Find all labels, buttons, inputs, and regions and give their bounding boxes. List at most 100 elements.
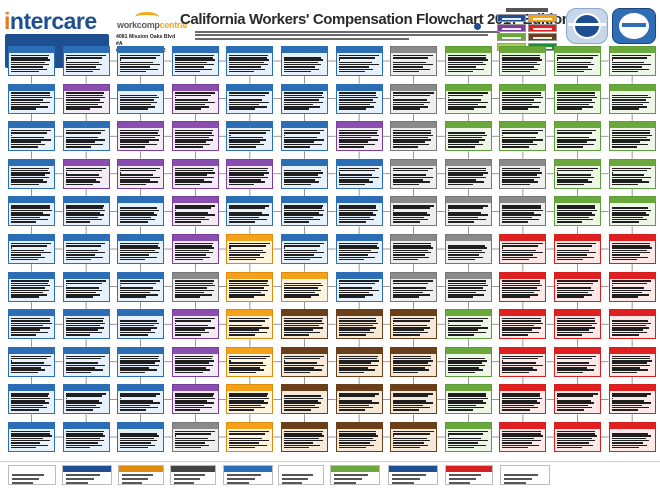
flowchart-step-text-line [284, 367, 314, 369]
flowchart-step-text-line [557, 369, 595, 371]
flowchart-step-text-line [393, 280, 433, 282]
flowchart-step-text-line [174, 331, 210, 334]
flowchart-step-text-line [11, 212, 43, 214]
flowchart-step-text-line [11, 129, 52, 132]
flowchart-step-text-line [611, 355, 651, 358]
flowchart-step-text-line [229, 63, 268, 66]
flowchart-step-text-line [65, 207, 104, 209]
flowchart-step-header [118, 84, 164, 91]
flowchart-step-text-line [557, 146, 583, 148]
flowchart-step-text-line [338, 364, 378, 367]
flowchart-step [499, 46, 547, 76]
flowchart-step-text-line [11, 395, 49, 397]
flowchart-step-text-line [447, 362, 482, 364]
flowchart-step [390, 158, 438, 189]
flowchart-step-text-line [447, 205, 488, 207]
flowchart-step-text-line [338, 176, 379, 179]
flowchart-step-text-line [611, 444, 647, 447]
flowchart-step-text-line [393, 435, 395, 437]
flowchart-step-text-line [11, 294, 47, 296]
flowchart-step-text-line [11, 360, 12, 362]
flowchart-step-text-line [65, 167, 107, 170]
flowchart-step-text-line [393, 139, 432, 141]
flowchart-step-text-line [174, 96, 176, 99]
flowchart-step-text-line [447, 101, 488, 104]
flowchart-step-text-line [174, 176, 214, 179]
flowchart-step-text-line [284, 183, 312, 186]
flowchart-step-text-line [502, 207, 541, 209]
flowchart-step [608, 422, 656, 452]
flowchart-step-text-line [447, 132, 485, 134]
flowchart-step-header [9, 47, 54, 53]
flowchart-step-text-line [174, 355, 213, 358]
flowchart-step-text-line [611, 395, 648, 397]
flowchart-step-text-line [11, 329, 41, 331]
flowchart-step-text-line [120, 256, 157, 259]
flowchart-step [62, 384, 110, 415]
flowchart-step-text-line [557, 96, 597, 99]
flowchart-step-text-line [447, 357, 485, 360]
flowchart-step-text-line [611, 258, 637, 261]
flowchart-step-text-line [611, 254, 641, 256]
flowchart-step-text-line [65, 280, 107, 282]
flowchart-step-text-line [65, 444, 102, 447]
flowchart-step-text-line [447, 256, 484, 259]
flowchart-step-text-line [338, 247, 380, 249]
flowchart-step-text-line [174, 371, 203, 374]
flowchart-step-text-line [338, 172, 340, 174]
flowchart-step-text-line [120, 406, 158, 409]
flowchart-step-text-line [557, 364, 597, 367]
flowchart-step-text-line [174, 139, 213, 141]
flowchart-step-text-line [120, 218, 156, 221]
flowchart-step-text-line [611, 108, 640, 110]
flowchart-step [608, 121, 656, 152]
flowchart-step-text-line [284, 404, 316, 407]
flowchart-step-text-line [338, 136, 371, 139]
flowchart-step-text-line [611, 296, 638, 298]
flowchart-step-text-line [502, 329, 532, 331]
flowchart-step-text-line [393, 364, 432, 367]
flowchart-step-text-line [120, 245, 159, 247]
flowchart-step [444, 422, 492, 452]
flowchart-step-header [555, 84, 600, 91]
flowchart-step-text-line [447, 364, 486, 367]
flowchart-step-text-line [65, 139, 105, 141]
flowchart-step-text-line [284, 205, 323, 207]
flowchart-step-text-line [229, 70, 254, 73]
flowchart-step [499, 121, 547, 152]
flowchart-step-text-line [65, 289, 103, 292]
flowchart-step [171, 46, 219, 76]
flowchart-step-text-line [557, 103, 589, 106]
flowchart-step [8, 234, 55, 264]
flowchart-step-text-line [120, 136, 156, 139]
flowchart-step [335, 309, 383, 340]
flowchart-step-text-line [11, 63, 49, 66]
intercare-logo-text: ntercare [9, 8, 97, 34]
flowchart-step-header [555, 310, 600, 317]
flowchart-step-text-line [65, 291, 97, 294]
flowchart-step-text-line [447, 94, 484, 97]
flowchart-step [335, 158, 383, 189]
flowchart-step-header [118, 235, 164, 241]
flowchart-step-text-line [284, 442, 313, 444]
flowchart-step-text-line [447, 169, 486, 172]
flowchart-step-text-line [502, 334, 528, 336]
flowchart-step-text-line [502, 327, 542, 329]
workcompcentral-swoosh-icon [135, 12, 159, 22]
flowchart-step [8, 158, 55, 189]
flowchart-step-text-line [338, 139, 378, 141]
flowchart-step-text-line [447, 61, 484, 64]
flowchart-step-header [445, 385, 491, 392]
flowchart-step [335, 384, 383, 415]
flowchart-step-text-line [229, 444, 267, 447]
flowchart-step-text-line [393, 207, 430, 209]
flowchart-step-text-line [65, 317, 104, 320]
flowchart-step-text-line [447, 68, 485, 71]
flowchart-step-text-line [229, 400, 265, 402]
flowchart-step-text-line [393, 317, 434, 320]
wcc-logo-part1: workcomp [117, 20, 160, 30]
flowchart-step-header [555, 47, 600, 53]
flowchart-step-text-line [65, 433, 104, 435]
flowchart-step [226, 121, 274, 152]
flowchart-step-text-line [284, 181, 320, 183]
